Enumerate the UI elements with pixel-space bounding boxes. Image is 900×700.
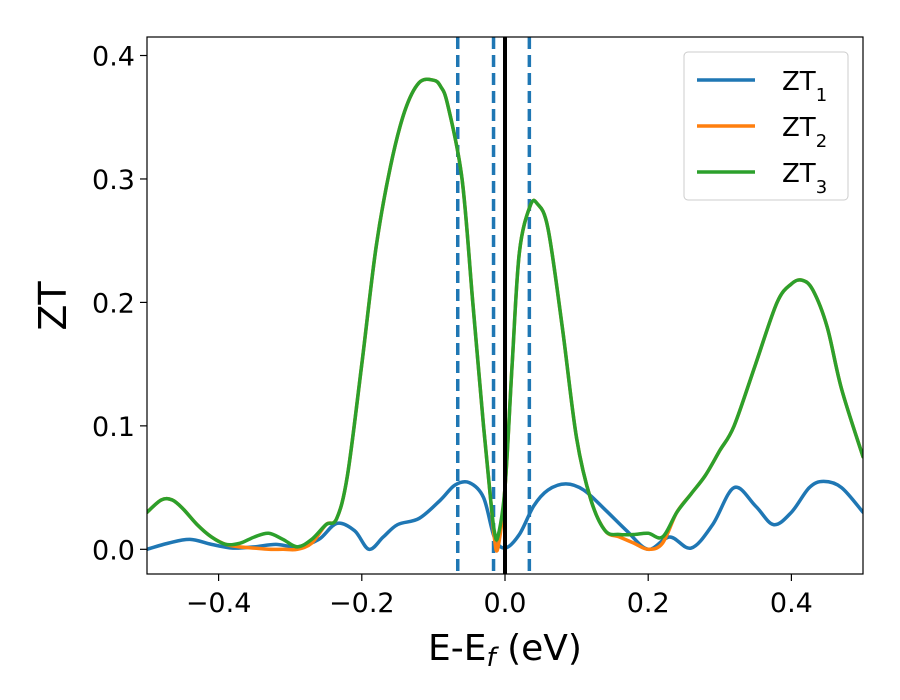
x-tick-label: −0.2 bbox=[329, 588, 395, 619]
x-tick-label: −0.4 bbox=[186, 588, 252, 619]
x-tick-label: 0.4 bbox=[770, 588, 813, 619]
legend-label-zt1: ZT1 bbox=[782, 67, 827, 106]
x-tick-label: 0.0 bbox=[484, 588, 527, 619]
legend-frame bbox=[683, 51, 849, 201]
x-axis-label: E-Ef (eV) bbox=[428, 628, 582, 673]
y-axis-label: ZT bbox=[31, 281, 75, 331]
x-tick-label: 0.2 bbox=[627, 588, 670, 619]
x-axis: −0.4 −0.2 0.0 0.2 0.4 bbox=[186, 574, 813, 619]
y-tick-label: 0.3 bbox=[92, 165, 135, 196]
y-tick-label: 0.1 bbox=[92, 412, 135, 443]
legend-label-zt2: ZT2 bbox=[782, 113, 827, 152]
y-tick-label: 0.4 bbox=[92, 42, 135, 73]
y-tick-label: 0.2 bbox=[92, 288, 135, 319]
y-axis: 0.0 0.1 0.2 0.3 0.4 bbox=[92, 42, 147, 566]
y-tick-label: 0.0 bbox=[92, 535, 135, 566]
series-layer bbox=[147, 77, 863, 553]
legend: ZT1 ZT2 ZT3 bbox=[683, 51, 849, 201]
series-line-zt3 bbox=[147, 77, 863, 549]
legend-label-zt3: ZT3 bbox=[782, 159, 827, 198]
